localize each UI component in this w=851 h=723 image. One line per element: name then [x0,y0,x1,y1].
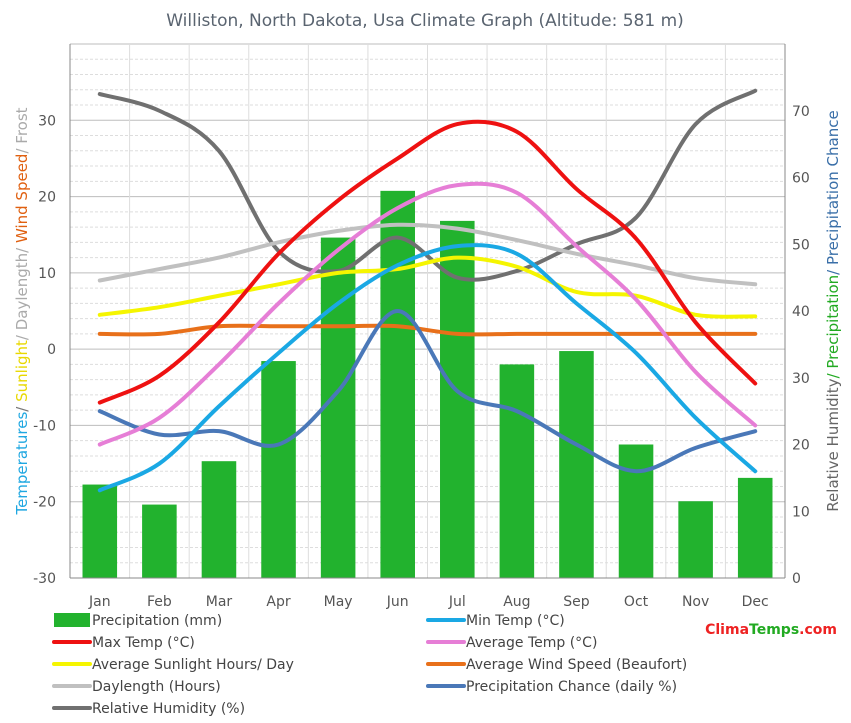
left-axis-title: Temperatures/ Sunlight/ Daylength/ Wind … [13,107,31,515]
legend-label: Relative Humidity (%) [92,701,245,717]
legend-label: Precipitation Chance (daily %) [466,679,677,695]
legend-label: Min Temp (°C) [466,613,565,629]
right-tick-label: 60 [792,171,810,187]
left-tick-label: 30 [38,113,56,129]
left-axis-title-part: Wind Speed [13,154,31,244]
precipitation-bar-jan [82,484,118,578]
left-axis-title-part: Temperatures [13,412,31,516]
precipitation-bar-mar [201,461,237,578]
x-tick-label: Apr [266,594,290,610]
legend-item: Average Wind Speed (Beaufort) [426,657,687,673]
left-tick-label: -20 [33,495,56,511]
right-tick-label: 0 [792,571,801,587]
series-lines [97,88,758,493]
x-tick-label: Jan [88,594,111,610]
right-axis-title-part: / Precipitation Chance [824,110,842,275]
left-tick-label: 10 [38,266,56,282]
left-axis-title-part: / Daylength/ [13,243,31,340]
legend: Precipitation (mm) Min Temp (°C) Max Temp … [52,613,687,717]
right-tick-label: 20 [792,438,810,454]
legend-item: Relative Humidity (%) [52,701,245,717]
series-line-precipitation-chance-daily [97,309,758,474]
precipitation-bar-apr [261,361,296,578]
legend-label: Average Temp (°C) [466,635,597,651]
precipitation-bar-nov [678,501,713,578]
x-tick-label: Aug [503,594,530,610]
x-tick-label: Jun [386,594,409,610]
x-tick-label: May [324,594,353,610]
axes: -30 -20 -10 0 10 20 30 0 10 20 30 40 50 60 70 Jan Feb Mar… [13,44,842,610]
legend-item: Average Sunlight Hours/ Day [52,657,294,673]
legend-label: Daylength (Hours) [92,679,221,695]
left-axis-title-part: / [13,402,31,412]
precipitation-bar-oct [618,444,654,578]
left-axis-title-part: / Frost [13,107,31,153]
precipitation-bar-may [320,237,356,578]
left-axis-title-part: Sunlight [13,340,31,402]
legend-item: Max Temp (°C) [52,635,195,651]
precipitation-bar-dec [737,477,773,578]
precipitation-bar-aug [499,364,535,578]
right-axis-title-part: / Precipitation [824,275,842,379]
legend-item: Daylength (Hours) [52,679,221,695]
right-axis-title-part: Relative Humidity [824,378,842,511]
x-tick-label: Jul [448,594,466,610]
series-line-min-temp-c [97,243,758,493]
x-tick-label: Mar [206,594,233,610]
x-tick-label: Nov [682,594,709,610]
right-tick-label: 40 [792,304,810,320]
series-line-average-sunlight-hours-day [97,255,758,319]
left-tick-label: 0 [47,342,56,358]
x-tick-label: Feb [147,594,172,610]
left-tick-label: -10 [33,418,56,434]
precipitation-bar-feb [142,504,177,578]
brand-part-1: Clima [705,622,749,638]
legend-item: Precipitation (mm) [54,613,222,629]
right-tick-label: 50 [792,237,810,253]
x-tick-label: Dec [742,594,769,610]
chart-title: Williston, North Dakota, Usa Climate Gra… [166,11,684,31]
x-tick-label: Sep [563,594,590,610]
precipitation-bar-sep [559,351,594,578]
legend-label: Precipitation (mm) [92,613,222,629]
left-tick-label: 20 [38,190,56,206]
right-tick-label: 70 [792,104,810,120]
legend-label: Average Sunlight Hours/ Day [92,657,294,673]
precipitation-bar-jun [380,190,415,578]
legend-swatch-bar [54,613,90,627]
series-line-relative-humidity [97,88,758,282]
x-tick-label: Oct [624,594,649,610]
left-tick-label: -30 [33,571,56,587]
right-tick-label: 10 [792,504,810,520]
brand-logo: ClimaTemps.com [705,622,837,638]
series-line-max-temp-c [97,119,758,405]
right-axis-title: Relative Humidity/ Precipitation/ Precip… [824,110,842,511]
legend-item: Precipitation Chance (daily %) [426,679,677,695]
brand-part-3: .com [799,622,837,638]
series-line-average-temp-c [97,181,758,447]
legend-label: Max Temp (°C) [92,635,195,651]
brand-part-2: Temps [749,622,799,638]
series-line-daylength-hours [97,222,758,287]
legend-item: Average Temp (°C) [426,635,597,651]
legend-label: Average Wind Speed (Beaufort) [466,657,687,673]
legend-item: Min Temp (°C) [426,613,565,629]
right-tick-label: 30 [792,371,810,387]
